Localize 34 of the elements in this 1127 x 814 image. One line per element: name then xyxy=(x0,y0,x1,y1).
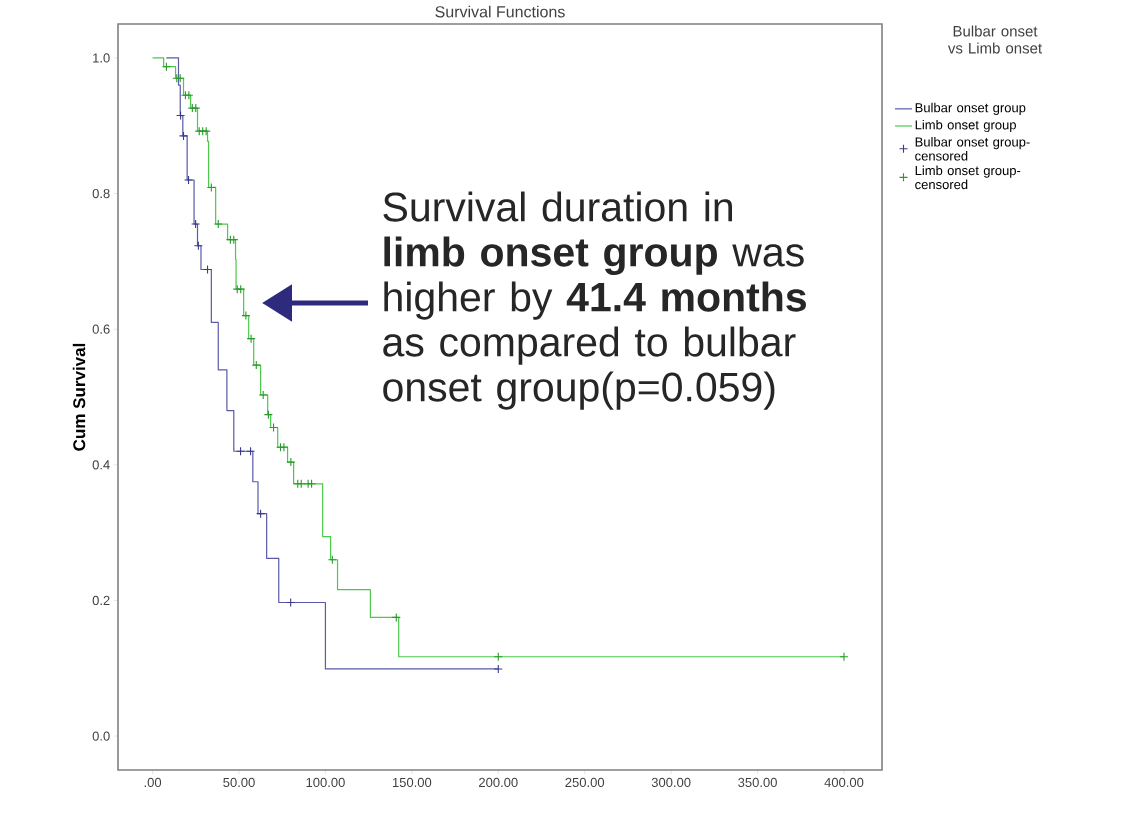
point xyxy=(258,390,268,400)
y-tick-label: 1.0 xyxy=(93,53,110,63)
point xyxy=(286,457,296,467)
x-tick-label: 50.00 xyxy=(223,777,255,787)
point xyxy=(191,219,201,229)
text: Survival duration in limb onset group was higher by 41.4 months as compared to bulbar onset group(p=0.059) xyxy=(383,191,806,410)
point xyxy=(178,131,189,141)
x-tick-label: .00 xyxy=(144,777,162,787)
x-tick-label: 200.00 xyxy=(479,777,518,787)
y-tick-label: 0.2 xyxy=(92,595,110,606)
y-tick-label: 0.6 xyxy=(92,324,110,334)
x-tick-label: 400.00 xyxy=(824,777,864,787)
point xyxy=(241,311,251,321)
y-tick-label: 0.8 xyxy=(92,188,110,199)
legend-label: Bulbar onset group-censored xyxy=(915,137,1030,161)
x-tick-label: 100.00 xyxy=(306,777,345,787)
point xyxy=(183,175,194,185)
y-axis-title: Cum Survival xyxy=(72,343,86,451)
x-tick-label: 150.00 xyxy=(392,777,432,787)
legend-label: Limb onset group-censored xyxy=(915,165,1021,190)
point xyxy=(213,219,223,229)
legend-title: Bulbar onset vs Limb onset xyxy=(947,25,1042,54)
point xyxy=(246,334,256,344)
y-tick-label: 0.0 xyxy=(92,731,110,741)
x-tick-label: 300.00 xyxy=(651,777,691,787)
point xyxy=(839,652,849,662)
point xyxy=(251,360,261,370)
legend-label: Limb onset group xyxy=(915,119,1016,133)
y-tick-label: 0.4 xyxy=(92,460,110,470)
x-tick-label: 250.00 xyxy=(565,777,605,787)
chart-title: Survival Functions xyxy=(435,5,565,18)
point xyxy=(493,664,503,674)
x-tick-label: 350.00 xyxy=(738,777,777,787)
legend-label: Bulbar onset group xyxy=(915,102,1026,115)
